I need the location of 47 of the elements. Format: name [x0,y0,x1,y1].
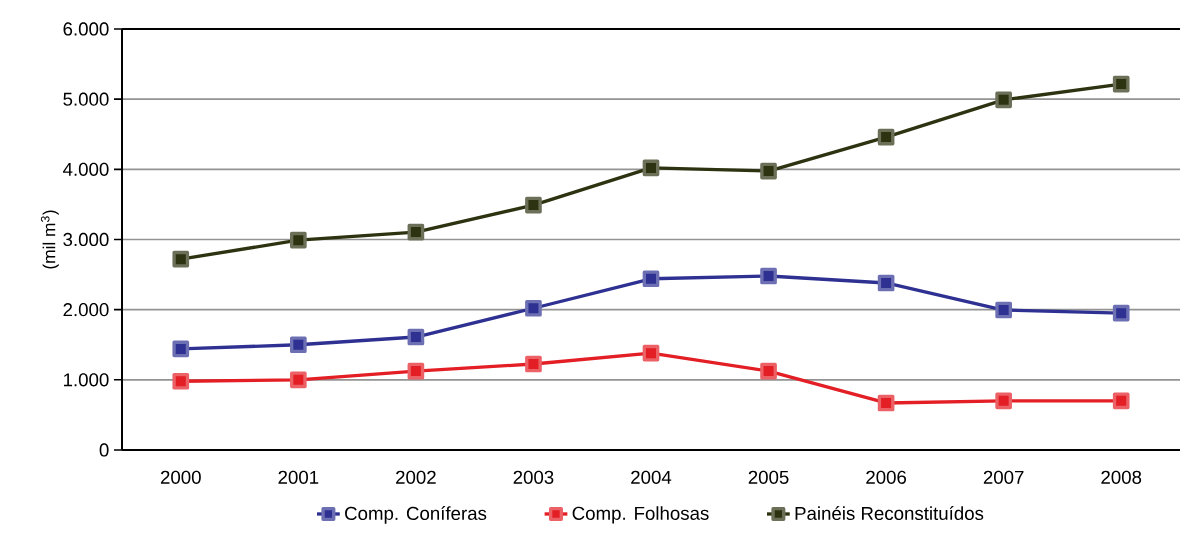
point [525,196,542,214]
point [760,267,777,285]
y-tick-label: 0 [99,443,109,457]
y-tick-label: 3.000 [63,232,109,247]
x-tick-label: 2006 [866,470,907,484]
point [407,223,425,241]
x-tick-label: 2007 [983,470,1024,484]
x-tick-label: 2008 [1101,470,1142,484]
x-tick-label: 2003 [513,470,554,484]
point [525,355,542,373]
x-tick-label: 2005 [748,470,789,484]
point [172,250,190,268]
point [877,394,895,412]
y-tick-label: 1.000 [64,373,109,387]
x-tick-label: 2000 [160,470,201,484]
point [877,128,895,146]
point [407,328,425,346]
y-tick-label: 5.000 [63,92,109,106]
legend-label: Comp. Coníferas [345,506,487,524]
x-tick-label: 2001 [278,470,319,484]
point [642,344,660,362]
point [172,372,190,390]
y-tick-label: 6.000 [63,22,109,36]
y-tick-label: 2.000 [63,303,109,317]
point [995,392,1012,410]
x-tick-label: 2002 [396,470,436,484]
point [290,231,307,249]
point [290,336,307,354]
point [1112,392,1130,410]
point [760,162,777,180]
point [1112,304,1130,322]
point [995,91,1012,109]
point [407,362,425,380]
point [642,270,660,288]
point [760,362,777,380]
point [642,159,660,177]
point [1112,75,1130,93]
point [995,301,1012,319]
legend-label: Comp. Folhosas [572,506,709,524]
point [172,340,190,358]
y-axis-title: (mil m$^{3}$) [40,210,59,269]
point [877,274,895,292]
point [525,299,542,317]
point [290,371,307,389]
legend-label: Painéis Reconstituídos [795,506,984,521]
y-tick-label: 4.000 [63,162,109,176]
x-tick-label: 2004 [631,470,672,484]
